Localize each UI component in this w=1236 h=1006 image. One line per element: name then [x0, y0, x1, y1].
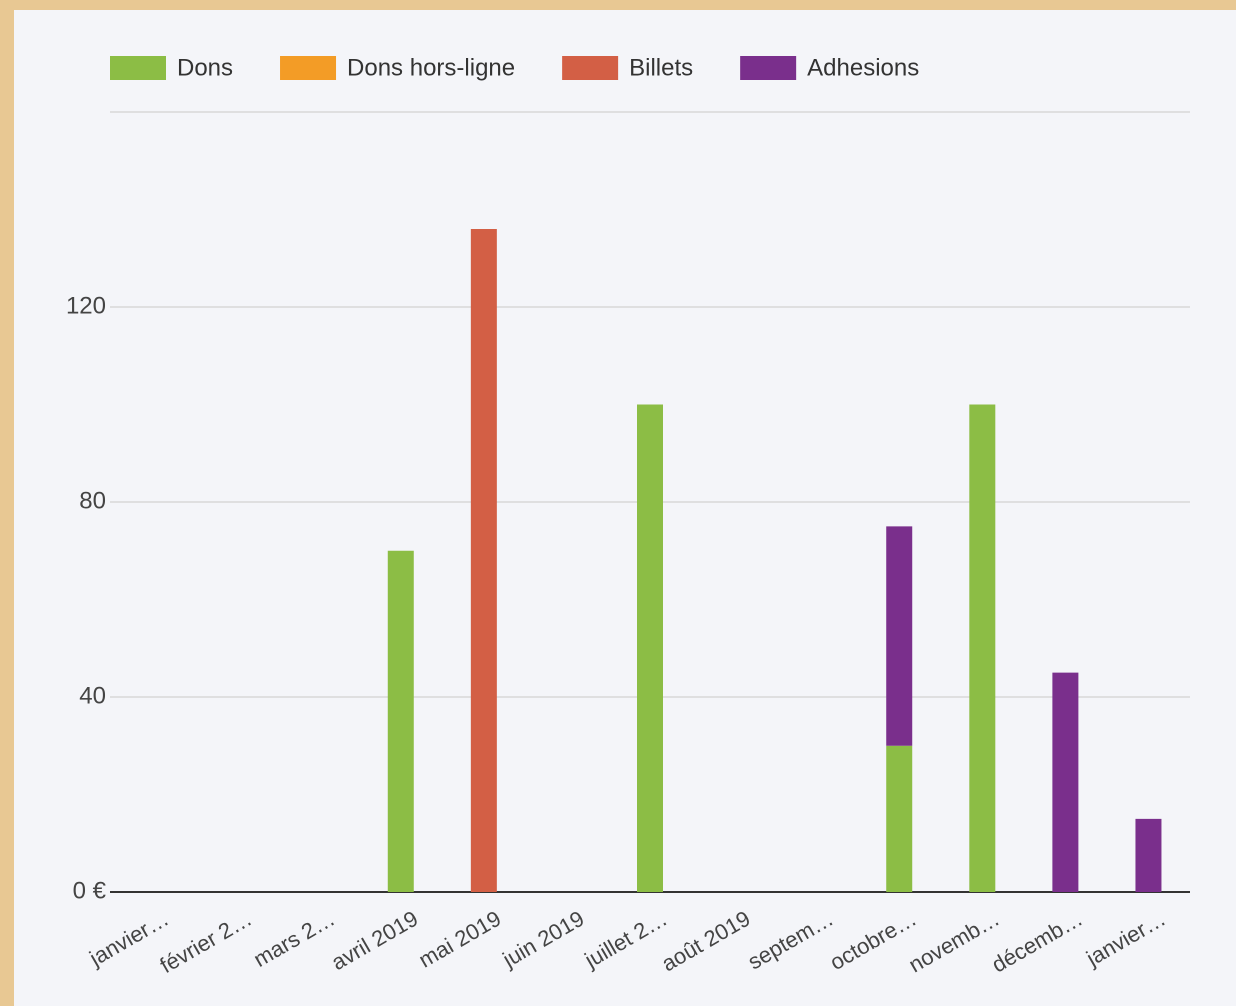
legend-swatch — [110, 56, 166, 80]
bar-segment — [969, 404, 996, 892]
y-tick-label: 80 — [79, 487, 106, 514]
legend-swatch — [740, 56, 797, 80]
legend-swatch — [280, 56, 337, 80]
bar-segment — [470, 229, 497, 892]
legend-label: Dons — [177, 54, 233, 81]
bar-segment — [637, 404, 663, 892]
bar-segment — [886, 526, 913, 746]
legend-swatch — [562, 56, 619, 80]
bar-segment — [1135, 818, 1162, 892]
chart-panel — [14, 10, 1236, 1006]
legend-label: Dons hors-ligne — [347, 54, 515, 81]
y-tick-label: 120 — [66, 292, 106, 319]
bar-segment — [886, 745, 913, 892]
bar-segment — [1052, 672, 1079, 892]
y-tick-label: 40 — [79, 682, 106, 709]
legend-label: Billets — [629, 54, 693, 81]
y-tick-label: 0 € — [73, 877, 107, 904]
legend-label: Adhesions — [807, 54, 919, 81]
bar-segment — [387, 550, 414, 892]
